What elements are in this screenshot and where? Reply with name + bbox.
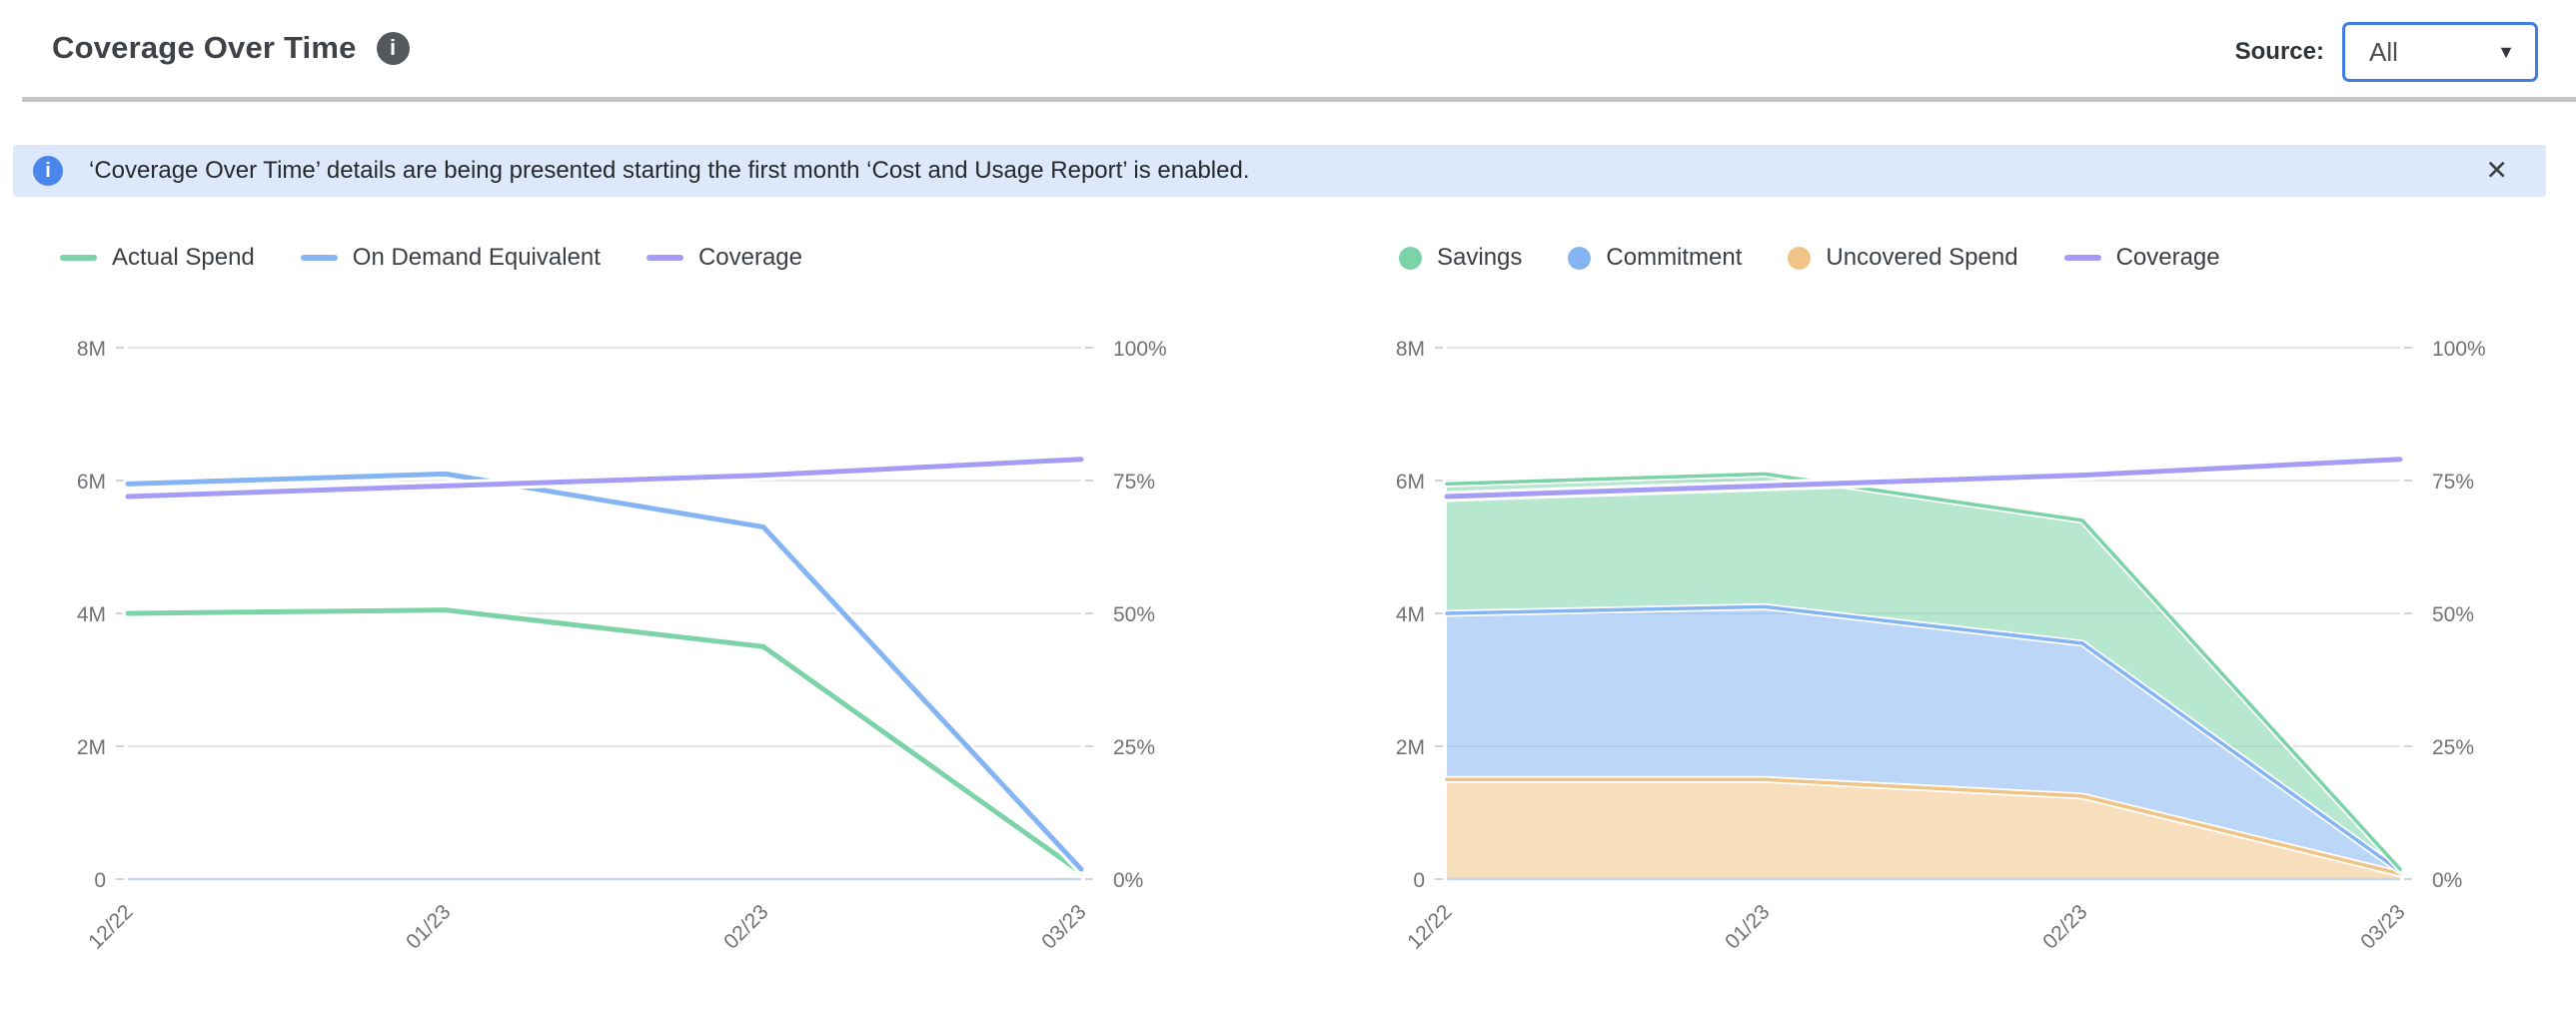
pct-axis-label: 0% — [2432, 869, 2462, 892]
line-series-on-demand-equivalent — [125, 471, 1084, 872]
legend-marker-commitment — [1568, 246, 1592, 270]
x-axis-label: 03/23 — [2356, 900, 2409, 953]
legend-item-on-demand-equivalent[interactable]: On Demand Equivalent — [300, 244, 601, 272]
x-axis-label: 01/23 — [402, 900, 455, 953]
page-title: Coverage Over Time — [52, 30, 357, 65]
y-axis-label: 0 — [1413, 869, 1425, 892]
y-axis-label: 2M — [77, 736, 106, 759]
area-edge-savings — [1445, 472, 2402, 871]
y-axis-label: 0 — [94, 869, 106, 892]
coverage-area-chart: 8M 100% 6M 75% 4M 50% 2M 25% 0 0% 12/22 01/23 02/23 0… — [1396, 338, 2486, 954]
x-axis-label: 02/23 — [2038, 900, 2091, 953]
legend-label: Coverage — [697, 244, 802, 271]
pct-axis-label: 25% — [1113, 736, 1155, 759]
pct-axis-label: 50% — [1113, 603, 1155, 626]
legend-item-coverage[interactable]: Coverage — [2063, 244, 2220, 272]
line-halo — [122, 604, 1087, 878]
x-axis-label: 12/22 — [84, 900, 137, 953]
legend-marker-actual-spend — [60, 255, 97, 261]
pct-axis-label: 100% — [2432, 338, 2486, 361]
legend-item-actual-spend[interactable]: Actual Spend — [60, 244, 255, 272]
legend-marker-uncovered-spend — [1788, 246, 1812, 270]
info-icon[interactable]: i — [376, 31, 410, 65]
area-band-savings — [1447, 474, 2400, 872]
area-edge-uncovered-spend — [1445, 777, 2402, 876]
legend-item-uncovered-spend[interactable]: Uncovered Spend — [1788, 244, 2018, 272]
x-axis-label: 03/23 — [1037, 900, 1090, 953]
y-axis-label: 6M — [1396, 471, 1425, 494]
legend-item-commitment[interactable]: Commitment — [1568, 244, 1742, 272]
info-banner: i ‘Coverage Over Time’ details are being… — [13, 145, 2546, 197]
y-axis-label: 4M — [77, 603, 106, 626]
source-select[interactable]: All ▼ — [2342, 22, 2538, 82]
legend-label: On Demand Equivalent — [352, 244, 601, 271]
x-axis-label: 01/23 — [1721, 900, 1774, 953]
source-filter: Source: All ▼ — [2235, 22, 2538, 82]
legend-label: Coverage — [2115, 244, 2220, 271]
pct-axis-label: 75% — [2432, 471, 2474, 494]
line-series-actual-spend — [125, 607, 1084, 875]
x-axis-label: 02/23 — [719, 900, 772, 953]
legend-marker-savings — [1399, 246, 1422, 270]
x-axis-label: 12/22 — [1403, 900, 1456, 953]
banner-info-icon: i — [33, 156, 63, 186]
y-axis-label: 8M — [77, 338, 106, 361]
legend-marker-coverage — [2063, 255, 2101, 261]
area-band-commitment — [1447, 606, 2400, 874]
legend-item-coverage[interactable]: Coverage — [645, 244, 802, 272]
source-label: Source: — [2234, 38, 2324, 65]
page-header: Coverage Over Time i — [52, 30, 410, 66]
pct-axis-label: 0% — [1113, 869, 1143, 892]
legend-label: Savings — [1437, 244, 1523, 271]
banner-message: ‘Coverage Over Time’ details are being p… — [89, 157, 1250, 184]
line-series-coverage — [1444, 457, 2403, 500]
legend-right: Savings Commitment Uncovered Spend Coverage — [1399, 242, 2576, 274]
legend-label: Actual Spend — [112, 244, 255, 271]
legend-label: Commitment — [1606, 244, 1743, 271]
line-series-coverage — [125, 457, 1084, 500]
legend-left: Actual Spend On Demand Equivalent Coverage — [60, 242, 1319, 274]
spend-line-chart: 8M 100% 6M 75% 4M 50% 2M 25% 0 0% 12/22 01/23 02/23 0… — [77, 338, 1167, 954]
area-edge-commitment — [1445, 604, 2402, 873]
pct-axis-label: 25% — [2432, 736, 2474, 759]
coverage-area-chart-panel: Savings Commitment Uncovered Spend Coverage… — [1359, 230, 2576, 999]
legend-marker-coverage — [645, 255, 683, 261]
pct-axis-label: 50% — [2432, 603, 2474, 626]
pct-axis-label: 75% — [1113, 471, 1155, 494]
line-halo — [122, 468, 1087, 875]
legend-item-savings[interactable]: Savings — [1399, 244, 1522, 272]
spend-line-chart-panel: Actual Spend On Demand Equivalent Coverage… — [40, 230, 1319, 999]
y-axis-label: 6M — [77, 471, 106, 494]
y-axis-label: 8M — [1396, 338, 1425, 361]
header-divider — [22, 97, 2576, 102]
y-axis-label: 2M — [1396, 736, 1425, 759]
close-icon[interactable]: ✕ — [2485, 155, 2508, 186]
legend-marker-on-demand-equivalent — [300, 255, 338, 261]
source-selected-value: All — [2369, 36, 2398, 67]
chevron-down-icon: ▼ — [2497, 41, 2515, 62]
area-band-uncovered-spend — [1447, 779, 2400, 879]
pct-axis-label: 100% — [1113, 338, 1167, 361]
legend-label: Uncovered Spend — [1826, 244, 2018, 271]
y-axis-label: 4M — [1396, 603, 1425, 626]
